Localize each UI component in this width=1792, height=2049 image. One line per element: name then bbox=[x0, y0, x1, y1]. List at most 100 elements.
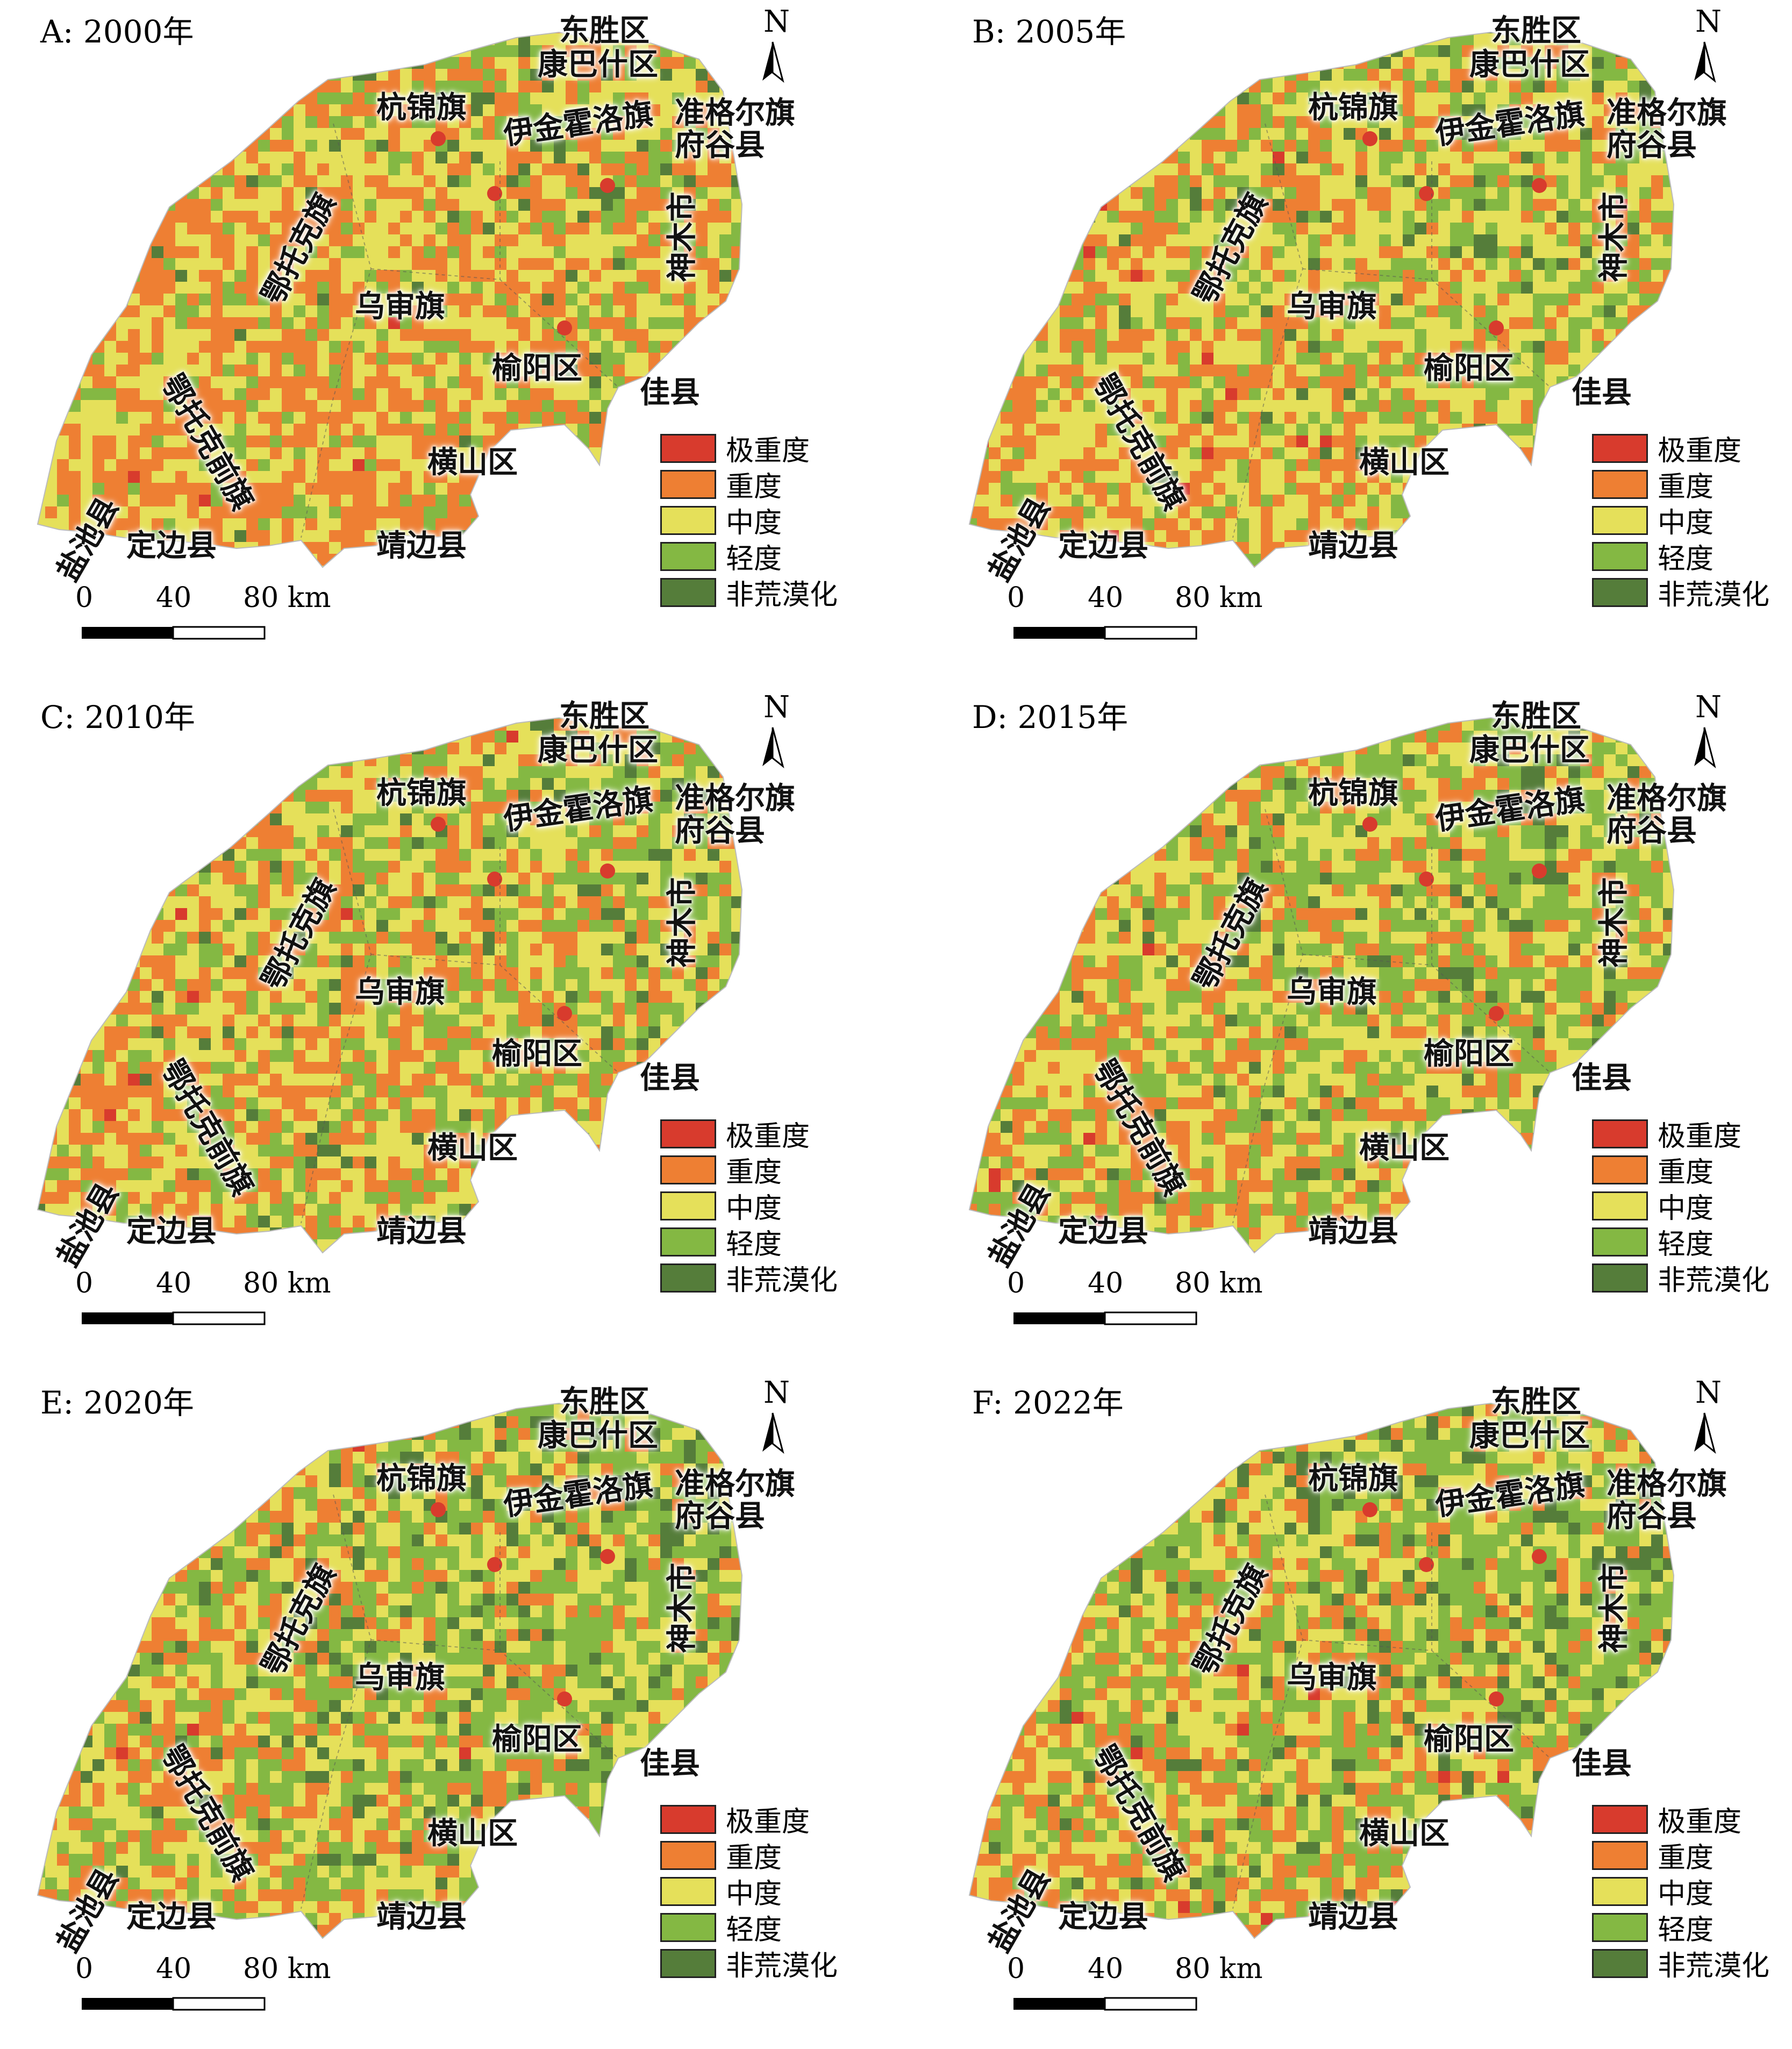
north-arrow-icon bbox=[762, 42, 783, 81]
scale-label: 40 bbox=[1088, 1267, 1123, 1300]
scale-label: 80 km bbox=[1175, 582, 1263, 614]
legend: 极重度重度中度轻度非荒漠化 bbox=[1592, 430, 1769, 610]
legend-label: 轻度 bbox=[1658, 1907, 1714, 1947]
place-label: 府谷县 bbox=[1607, 1492, 1697, 1536]
legend-label: 非荒漠化 bbox=[726, 1258, 838, 1298]
legend-item: 重度 bbox=[1592, 1152, 1769, 1188]
place-label: 靖边县 bbox=[1308, 522, 1398, 565]
legend-label: 轻度 bbox=[726, 536, 782, 576]
scale-label: 40 bbox=[156, 1267, 191, 1300]
legend-item: 轻度 bbox=[660, 538, 838, 574]
legend-swatch bbox=[660, 1949, 716, 1978]
legend-label: 中度 bbox=[1658, 500, 1714, 540]
place-label: 佳县 bbox=[640, 1739, 700, 1783]
place-label: 靖边县 bbox=[376, 522, 467, 565]
legend-label: 极重度 bbox=[1658, 1799, 1741, 1839]
legend-item: 重度 bbox=[660, 1837, 838, 1873]
legend-label: 轻度 bbox=[1658, 1222, 1714, 1262]
north-label: N bbox=[1695, 4, 1722, 39]
legend-item: 极重度 bbox=[1592, 1116, 1769, 1152]
place-label: 榆阳区 bbox=[1424, 1715, 1514, 1759]
legend-item: 重度 bbox=[660, 1152, 838, 1188]
place-label: 定边县 bbox=[1058, 522, 1148, 565]
place-label: 神木市 bbox=[658, 1563, 702, 1653]
scale-bar bbox=[1013, 1998, 1196, 2010]
scale-label: 40 bbox=[156, 582, 191, 614]
legend-swatch bbox=[1592, 1119, 1648, 1148]
legend-label: 中度 bbox=[726, 1186, 782, 1226]
panel-title: B: 2005年 bbox=[972, 6, 1126, 52]
legend-label: 重度 bbox=[726, 1835, 782, 1875]
place-label: 杭锦旗 bbox=[1308, 769, 1398, 812]
north-label: N bbox=[763, 1375, 790, 1410]
place-label: 神木市 bbox=[658, 192, 702, 282]
legend-swatch bbox=[1592, 434, 1648, 463]
legend-label: 极重度 bbox=[1658, 428, 1741, 468]
legend-swatch bbox=[1592, 1155, 1648, 1184]
legend-item: 重度 bbox=[1592, 1837, 1769, 1873]
legend-item: 非荒漠化 bbox=[1592, 574, 1769, 610]
legend-label: 轻度 bbox=[1658, 536, 1714, 576]
north-label: N bbox=[1695, 1375, 1722, 1410]
place-label: 康巴什区 bbox=[1469, 726, 1590, 769]
legend-item: 轻度 bbox=[660, 1224, 838, 1260]
scale-label: 0 bbox=[75, 582, 93, 614]
legend-label: 非荒漠化 bbox=[1658, 572, 1769, 612]
legend-label: 中度 bbox=[1658, 1871, 1714, 1911]
legend-swatch bbox=[660, 1191, 716, 1220]
legend-label: 重度 bbox=[1658, 1150, 1714, 1190]
legend-item: 轻度 bbox=[1592, 538, 1769, 574]
legend-item: 非荒漠化 bbox=[660, 574, 838, 610]
north-label: N bbox=[1695, 690, 1722, 725]
scale-label: 0 bbox=[75, 1953, 93, 1985]
legend-label: 中度 bbox=[726, 1871, 782, 1911]
place-label: 神木市 bbox=[1590, 192, 1633, 282]
legend: 极重度重度中度轻度非荒漠化 bbox=[660, 1801, 838, 1981]
scale-label: 0 bbox=[1007, 582, 1025, 614]
legend-item: 极重度 bbox=[1592, 1801, 1769, 1837]
scale-label: 40 bbox=[156, 1953, 191, 1985]
legend-item: 非荒漠化 bbox=[660, 1260, 838, 1296]
legend-swatch bbox=[1592, 542, 1648, 571]
legend-label: 极重度 bbox=[726, 428, 810, 468]
place-label: 佳县 bbox=[1572, 368, 1632, 412]
legend-item: 轻度 bbox=[1592, 1224, 1769, 1260]
north-arrow-icon bbox=[1694, 727, 1715, 766]
place-label: 乌审旗 bbox=[355, 282, 445, 326]
place-label: 神木市 bbox=[1590, 1563, 1633, 1653]
legend-label: 重度 bbox=[1658, 1835, 1714, 1875]
legend-label: 中度 bbox=[726, 500, 782, 540]
legend-label: 重度 bbox=[726, 1150, 782, 1190]
place-label: 定边县 bbox=[1058, 1207, 1148, 1251]
place-label: 乌审旗 bbox=[1287, 1653, 1377, 1697]
place-label: 府谷县 bbox=[1607, 121, 1697, 165]
scale-bar bbox=[82, 1312, 265, 1324]
legend-swatch bbox=[1592, 1877, 1648, 1906]
place-label: 康巴什区 bbox=[538, 40, 658, 84]
legend-swatch bbox=[1592, 1263, 1648, 1293]
legend-item: 极重度 bbox=[660, 1801, 838, 1837]
legend-item: 重度 bbox=[1592, 466, 1769, 502]
place-label: 杭锦旗 bbox=[376, 1454, 467, 1498]
legend-swatch bbox=[1592, 578, 1648, 607]
place-label: 府谷县 bbox=[675, 1492, 765, 1536]
scale-bar bbox=[82, 627, 265, 639]
north-arrow-icon bbox=[1694, 42, 1715, 81]
place-label: 定边县 bbox=[126, 1207, 217, 1251]
legend: 极重度重度中度轻度非荒漠化 bbox=[660, 430, 838, 610]
legend-label: 极重度 bbox=[1658, 1113, 1741, 1154]
place-label: 榆阳区 bbox=[492, 1030, 582, 1073]
legend-swatch bbox=[1592, 1841, 1648, 1870]
legend-item: 非荒漠化 bbox=[1592, 1260, 1769, 1296]
legend-item: 中度 bbox=[660, 1188, 838, 1224]
scale-label: 40 bbox=[1088, 582, 1123, 614]
place-label: 横山区 bbox=[427, 1809, 518, 1853]
legend: 极重度重度中度轻度非荒漠化 bbox=[660, 1116, 838, 1296]
legend: 极重度重度中度轻度非荒漠化 bbox=[1592, 1116, 1769, 1296]
place-label: 康巴什区 bbox=[538, 1411, 658, 1455]
